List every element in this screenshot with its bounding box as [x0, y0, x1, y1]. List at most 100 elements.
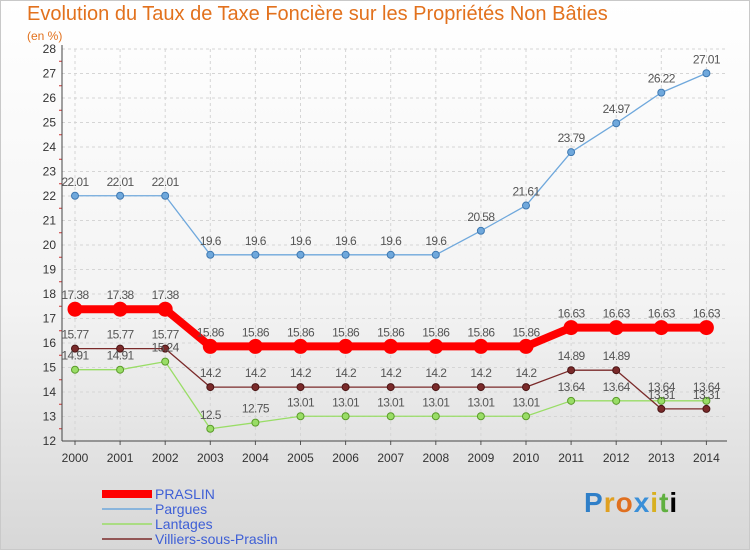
data-label: 19.6 — [380, 234, 402, 248]
data-label: 22.01 — [107, 175, 135, 189]
data-label: 14.89 — [603, 349, 631, 363]
data-label: 15.77 — [61, 328, 89, 342]
data-point — [657, 88, 666, 97]
data-point — [296, 412, 305, 421]
data-point — [431, 383, 440, 392]
data-label: 16.63 — [648, 307, 676, 321]
data-point — [476, 383, 485, 392]
data-point — [612, 366, 621, 375]
data-point — [476, 412, 485, 421]
data-label: 13.64 — [603, 380, 631, 394]
data-label: 13.01 — [467, 395, 495, 409]
data-point — [206, 250, 215, 259]
data-point — [116, 365, 125, 374]
data-label: 13.01 — [377, 395, 405, 409]
data-label: 12.5 — [200, 408, 222, 422]
data-point — [653, 320, 669, 336]
data-label: 16.63 — [558, 307, 586, 321]
data-point — [251, 418, 260, 427]
logo-letter: i — [650, 487, 660, 518]
data-label: 13.31 — [693, 388, 721, 402]
data-label: 22.01 — [61, 175, 89, 189]
logo-letter: x — [633, 487, 651, 518]
y-tick-label: 23 — [43, 165, 57, 179]
data-label: 17.38 — [61, 288, 89, 302]
data-label: 19.6 — [425, 234, 447, 248]
y-tick-label: 17 — [43, 312, 57, 326]
y-tick-label: 14 — [43, 385, 57, 399]
data-label: 12.75 — [242, 402, 270, 416]
data-label: 17.38 — [107, 288, 135, 302]
data-point — [567, 148, 576, 157]
data-point — [296, 250, 305, 259]
data-point — [608, 320, 624, 336]
data-point — [428, 338, 444, 354]
x-tick-label: 2012 — [603, 451, 630, 465]
data-label: 13.64 — [558, 380, 586, 394]
data-point — [522, 201, 530, 210]
data-point — [341, 250, 350, 259]
data-label: 26.22 — [648, 72, 676, 86]
y-tick-label: 24 — [43, 140, 57, 154]
data-point — [112, 301, 128, 317]
data-label: 23.79 — [558, 131, 586, 145]
data-label: 13.01 — [422, 395, 450, 409]
data-label: 19.6 — [200, 234, 222, 248]
legend-label: Lantages — [155, 516, 213, 532]
data-label: 15.86 — [377, 325, 405, 339]
x-tick-label: 2014 — [693, 451, 720, 465]
data-label: 15.86 — [422, 325, 450, 339]
y-tick-label: 18 — [43, 287, 57, 301]
data-label: 15.86 — [512, 325, 540, 339]
data-point — [522, 383, 530, 392]
data-label: 19.6 — [335, 234, 357, 248]
data-label: 14.2 — [290, 366, 312, 380]
y-tick-label: 12 — [43, 434, 57, 448]
y-tick-label: 21 — [43, 214, 57, 228]
x-tick-label: 2013 — [648, 451, 675, 465]
data-label: 13.31 — [648, 388, 676, 402]
x-tick-label: 2005 — [287, 451, 314, 465]
data-point — [702, 404, 711, 413]
data-point — [567, 366, 576, 375]
x-tick-label: 2000 — [62, 451, 89, 465]
data-point — [71, 365, 79, 374]
data-point — [612, 396, 621, 405]
data-label: 16.63 — [693, 307, 721, 321]
data-point — [161, 357, 170, 366]
data-label: 15.86 — [332, 325, 360, 339]
x-tick-label: 2003 — [197, 451, 224, 465]
data-point — [473, 338, 489, 354]
y-tick-label: 13 — [43, 410, 57, 424]
data-label: 14.2 — [516, 366, 538, 380]
data-point — [338, 338, 354, 354]
y-tick-label: 16 — [43, 336, 57, 350]
data-label: 13.64 — [648, 380, 676, 394]
data-label: 14.2 — [335, 366, 357, 380]
logo-letter: r — [603, 487, 616, 518]
data-point — [431, 412, 440, 421]
logo-letter: i — [669, 487, 679, 518]
x-tick-label: 2010 — [513, 451, 540, 465]
data-point — [157, 301, 173, 317]
data-label: 14.91 — [107, 349, 135, 363]
data-label: 15.77 — [152, 328, 180, 342]
data-label: 19.6 — [290, 234, 312, 248]
legend-label: PRASLIN — [155, 486, 215, 502]
logo-letter: o — [615, 487, 634, 518]
data-label: 15.24 — [152, 341, 180, 355]
data-label: 17.38 — [152, 288, 180, 302]
x-tick-label: 2007 — [377, 451, 404, 465]
data-point — [386, 250, 395, 259]
data-point — [522, 412, 530, 421]
data-label: 13.01 — [287, 395, 315, 409]
legend-label: Pargues — [155, 501, 207, 517]
x-tick-label: 2006 — [332, 451, 359, 465]
data-point — [341, 412, 350, 421]
data-point — [563, 320, 579, 336]
data-point — [202, 338, 218, 354]
data-label: 16.63 — [603, 307, 631, 321]
x-tick-label: 2004 — [242, 451, 269, 465]
